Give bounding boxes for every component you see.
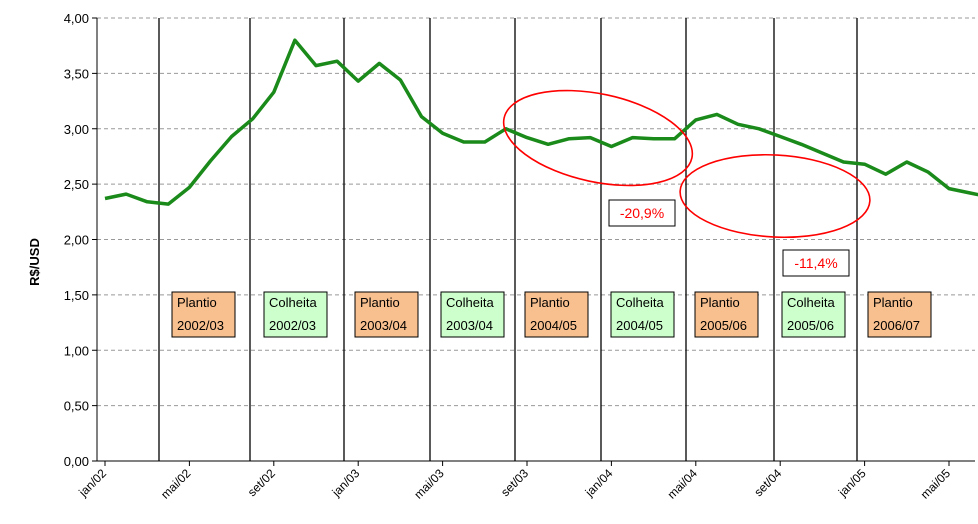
percent-annotation-text: -20,9% xyxy=(620,205,664,221)
period-box: Colheita 2005/06 xyxy=(781,291,846,338)
x-tick-label: set/02 xyxy=(245,466,278,499)
y-tick-label: 1,50 xyxy=(64,288,89,303)
period-box-bg xyxy=(354,291,419,338)
period-box: Plantio 2005/06 xyxy=(694,291,759,338)
period-box-type: Colheita xyxy=(787,295,835,310)
period-box: Colheita 2003/04 xyxy=(440,291,505,338)
series-line xyxy=(104,38,978,206)
period-box-type: Colheita xyxy=(616,295,664,310)
period-box-bg xyxy=(171,291,236,338)
period-box-type: Plantio xyxy=(177,295,217,310)
x-tick-label: mai/05 xyxy=(918,466,954,502)
period-box-type: Plantio xyxy=(873,295,913,310)
period-box-bg xyxy=(781,291,846,338)
period-box: Colheita 2002/03 xyxy=(263,291,328,338)
period-box-type: Plantio xyxy=(700,295,740,310)
y-tick-label: 3,50 xyxy=(64,66,89,81)
percent-annotation: -20,9% xyxy=(608,199,676,227)
period-box: Plantio 2006/07 xyxy=(867,291,932,338)
period-box-bg xyxy=(610,291,675,338)
period-box: Plantio 2003/04 xyxy=(354,291,419,338)
x-tick-label: jan/03 xyxy=(329,466,363,500)
y-tick-label: 2,00 xyxy=(64,233,89,248)
axes xyxy=(96,18,975,466)
y-tick-label: 2,50 xyxy=(64,177,89,192)
percent-annotation-box xyxy=(782,249,850,277)
percent-annotations: -20,9% -11,4% xyxy=(608,199,850,277)
period-box-season: 2005/06 xyxy=(787,318,834,333)
x-tick-label: mai/02 xyxy=(158,466,194,502)
x-tick-labels: jan/02 mai/02 set/02 jan/03 mai/03 set/03 jan/… xyxy=(75,466,954,502)
x-tick-label: set/03 xyxy=(498,466,531,499)
period-box-season: 2002/03 xyxy=(269,318,316,333)
exchange-rate-line xyxy=(104,38,978,206)
period-box-season: 2005/06 xyxy=(700,318,747,333)
period-box-season: 2003/04 xyxy=(446,318,493,333)
period-box-type: Plantio xyxy=(360,295,400,310)
x-tick-label: mai/03 xyxy=(411,466,447,502)
highlight-ellipse-1 xyxy=(502,89,694,187)
period-dividers xyxy=(158,18,858,461)
period-box-bg xyxy=(867,291,932,338)
x-tick-label: jan/02 xyxy=(75,466,109,500)
y-axis-label: R$/USD xyxy=(27,238,42,286)
percent-annotation-box xyxy=(608,199,676,227)
period-box-type: Colheita xyxy=(446,295,494,310)
percent-annotation: -11,4% xyxy=(782,249,850,277)
period-box-type: Plantio xyxy=(530,295,570,310)
period-box-season: 2006/07 xyxy=(873,318,920,333)
period-box: Colheita 2004/05 xyxy=(610,291,675,338)
y-tick-label: 0,50 xyxy=(64,399,89,414)
highlight-ellipse-2 xyxy=(679,153,871,239)
x-tick-label: mai/04 xyxy=(665,466,701,502)
period-box-season: 2004/05 xyxy=(530,318,577,333)
period-box-season: 2002/03 xyxy=(177,318,224,333)
period-box-bg xyxy=(694,291,759,338)
period-box-bg xyxy=(263,291,328,338)
y-tick-label: 3,00 xyxy=(64,122,89,137)
period-boxes: Plantio 2002/03 Colheita 2002/03 Plantio 2003… xyxy=(171,291,932,338)
gridlines xyxy=(92,17,975,462)
y-tick-label: 1,00 xyxy=(64,343,89,358)
period-box: Plantio 2004/05 xyxy=(524,291,589,338)
period-box-season: 2004/05 xyxy=(616,318,663,333)
highlight-ellipses xyxy=(502,89,871,239)
period-box-type: Colheita xyxy=(269,295,317,310)
y-tick-label: 4,00 xyxy=(64,11,89,26)
period-box: Plantio 2002/03 xyxy=(171,291,236,338)
x-tick-label: jan/05 xyxy=(835,466,869,500)
period-box-bg xyxy=(440,291,505,338)
y-tick-labels: 0,00 0,50 1,00 1,50 2,00 2,50 3,00 3,50 4,00 xyxy=(64,11,89,469)
x-tick-label: jan/04 xyxy=(582,466,616,500)
percent-annotation-text: -11,4% xyxy=(794,255,837,271)
x-tick-label: set/04 xyxy=(751,466,784,499)
period-box-season: 2003/04 xyxy=(360,318,407,333)
y-tick-label: 0,00 xyxy=(64,454,89,469)
period-box-bg xyxy=(524,291,589,338)
